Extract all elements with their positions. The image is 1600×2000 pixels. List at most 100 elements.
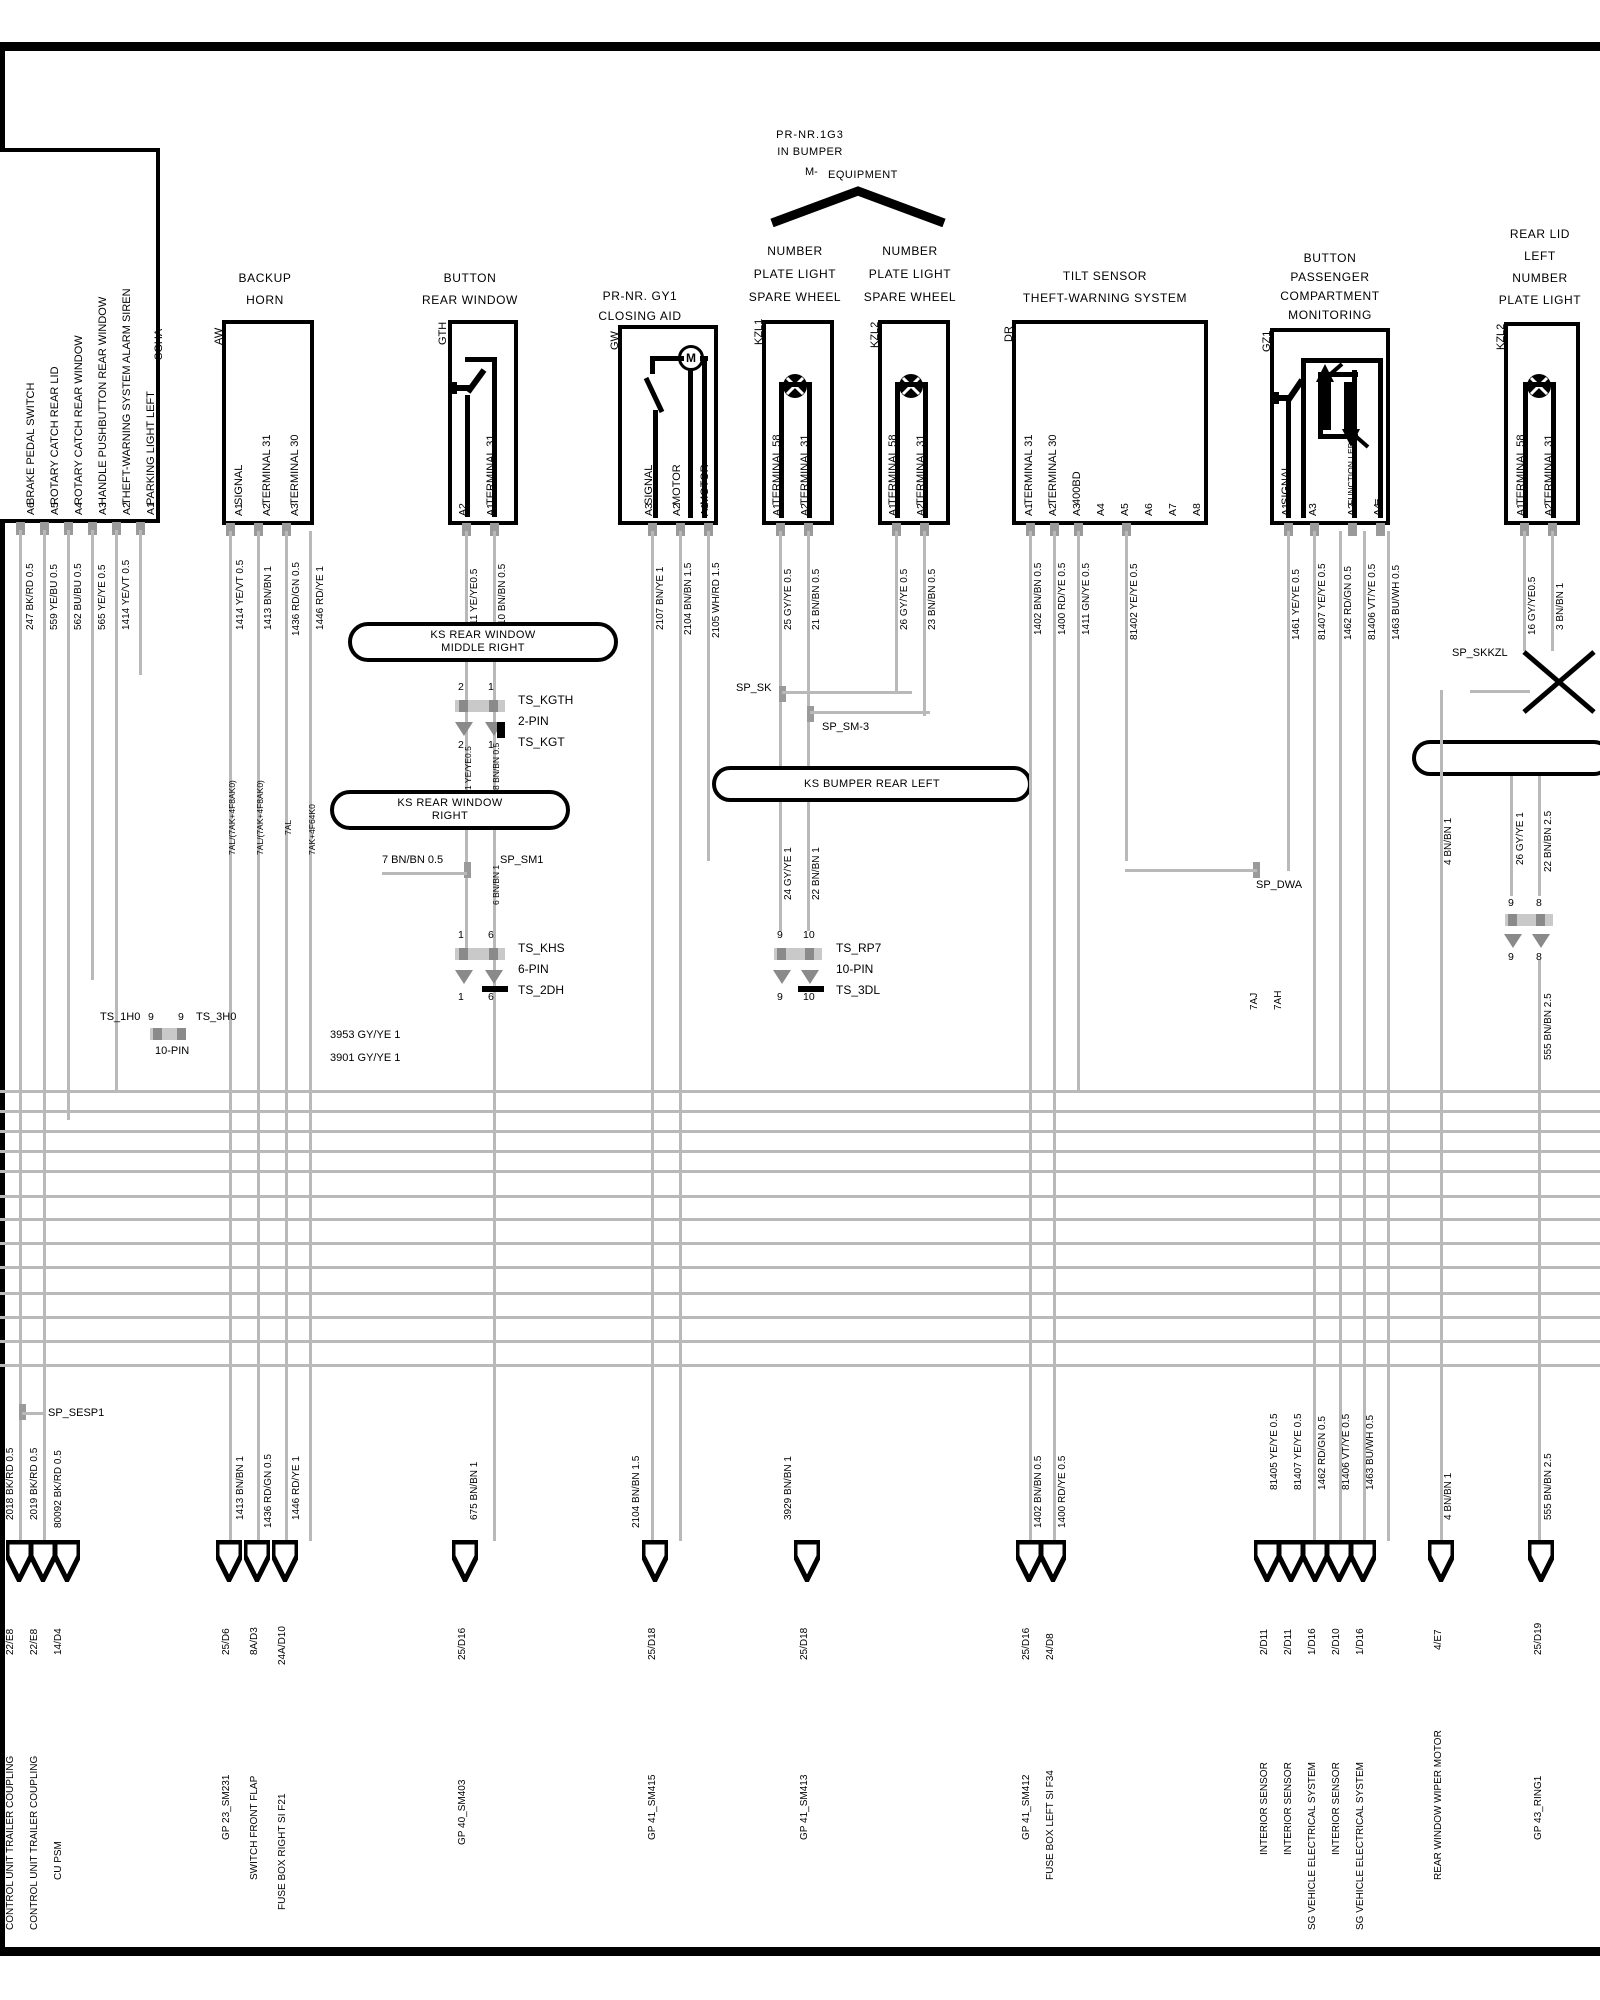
component-sgha[interactable] bbox=[0, 148, 160, 523]
component-gth[interactable] bbox=[448, 320, 518, 525]
bus-line-2 bbox=[0, 1110, 1600, 1113]
dest-name-4: SWITCH FRONT FLAP bbox=[249, 1775, 260, 1880]
ts-1h0-pin-sym bbox=[153, 1028, 162, 1040]
ts-2dh-bottom-pin-1: 1 bbox=[458, 991, 464, 1003]
splice-sp-dwa-label: SP_DWA bbox=[1256, 879, 1303, 891]
component-kzl2b[interactable] bbox=[1504, 322, 1580, 525]
kzl2b-stub-a1 bbox=[1520, 523, 1529, 536]
wire-gz1-a3 bbox=[1313, 531, 1316, 1541]
kzl2a-pin-A2: A2 bbox=[915, 503, 927, 516]
wire-label-21: 21 BN/BN 0.5 bbox=[811, 568, 822, 630]
gw-stub-a2 bbox=[676, 523, 685, 536]
ts-rp7-pin-9 bbox=[777, 948, 786, 960]
wire-label-1414b: 1414 YE/VT 0.5 bbox=[235, 559, 246, 630]
ts-1h0-pin: 9 bbox=[148, 1011, 154, 1023]
wire-label-1446: 1446 RD/YE 1 bbox=[315, 566, 326, 630]
dest-arrow-16 bbox=[1428, 1540, 1454, 1582]
kzl1-title-line2: PLATE LIGHT bbox=[753, 267, 837, 281]
dest-name-9: GP 41_SM412 bbox=[1021, 1774, 1032, 1840]
gz1-pin-A1: A1 bbox=[1280, 503, 1292, 516]
splice-sp-sm3 bbox=[807, 706, 814, 722]
dest-grid-13: 1/D16 bbox=[1307, 1628, 1318, 1655]
component-kzl1[interactable] bbox=[762, 320, 834, 525]
sgha-pin-A3-label: HANDLE PUSHBUTTON REAR WINDOW bbox=[97, 296, 109, 505]
dest-name-6: GP 40_SM403 bbox=[457, 1779, 468, 1845]
wire-gw-a1 bbox=[707, 531, 710, 861]
gz1-led-body-2 bbox=[1344, 382, 1357, 430]
wire-sgha-a6 bbox=[19, 530, 22, 1540]
wire-sp-dwa-branch bbox=[1125, 869, 1257, 872]
gz1-led-bracket-left bbox=[1318, 372, 1323, 439]
harness-ks-rear-window-right: KS REAR WINDOW RIGHT bbox=[330, 790, 570, 830]
kzl1-title-line1: NUMBER bbox=[767, 244, 823, 258]
wire-crossing-icon bbox=[1522, 650, 1596, 714]
wire-label-1463: 1463 BU/WH 0.5 bbox=[1391, 564, 1402, 640]
wire-gw-a2 bbox=[679, 531, 682, 1541]
aw-stub-a2 bbox=[254, 523, 263, 536]
gz1-switch-icon bbox=[1273, 378, 1305, 404]
wire-label-1411: 1411 GN/YE 0.5 bbox=[1081, 562, 1092, 635]
wire-sgha-a1 bbox=[139, 530, 142, 675]
sgha-pin-A4-label: ROTARY CATCH REAR WINDOW bbox=[73, 335, 85, 505]
ts-right-top-pin-9: 9 bbox=[1508, 897, 1514, 909]
kzl2b-pin-A2-label: TERMINAL 31 bbox=[1543, 434, 1555, 505]
kzl1-stub-a2 bbox=[804, 523, 813, 536]
kzl2b-pin-A1-label: TERMINAL 58 bbox=[1515, 434, 1527, 505]
dest-wire-4: 1436 RD/GN 0.5 bbox=[263, 1454, 274, 1528]
wire-label-81407: 81407 YE/YE 0.5 bbox=[1317, 563, 1328, 640]
gw-internal-rail-a2 bbox=[688, 368, 693, 518]
dest-arrow-11 bbox=[1254, 1540, 1280, 1582]
wire-gth-a1 bbox=[493, 531, 496, 1541]
dest-grid-6: 25/D16 bbox=[457, 1627, 468, 1660]
label-7-bnbn: 7 BN/BN 0.5 bbox=[382, 854, 444, 866]
sgha-stub-a2 bbox=[112, 522, 121, 535]
aw-pin-A2-label: TERMINAL 31 bbox=[261, 434, 273, 505]
wire-label-247: 247 BK/RD 0.5 bbox=[25, 563, 36, 630]
ts-kgth-pincount: 2-PIN bbox=[518, 714, 549, 728]
wire-right-4 bbox=[1538, 960, 1541, 1540]
dest-wire-16: 4 BN/BN 1 bbox=[1443, 1472, 1454, 1520]
dest-grid-9: 25/D16 bbox=[1021, 1627, 1032, 1660]
bus-line-3 bbox=[0, 1130, 1600, 1133]
wire-label-2104: 2104 BN/BN 1.5 bbox=[683, 562, 694, 635]
wire-dr-a5 bbox=[1125, 531, 1128, 861]
splice-sp-sm1-label: SP_SM1 bbox=[500, 854, 544, 866]
dest-wire-1: 2019 BK/RD 0.5 bbox=[29, 1447, 40, 1520]
wire-label-1461: 1461 YE/YE 0.5 bbox=[1291, 569, 1302, 640]
component-aw[interactable] bbox=[222, 320, 314, 525]
harness-ks-rear-window-middle-right: KS REAR WINDOW MIDDLE RIGHT bbox=[348, 622, 618, 662]
dest-grid-12: 2/D11 bbox=[1283, 1629, 1294, 1655]
ts-kgt-mate: TS_KGT bbox=[518, 735, 565, 749]
ts-khs-top-pin-1: 1 bbox=[458, 929, 464, 941]
kzl2b-rail-a1 bbox=[1523, 382, 1528, 518]
mid-label-3901: 3901 GY/YE 1 bbox=[330, 1052, 401, 1064]
mid-label-7ak: 7AK+4F64K0 bbox=[307, 804, 317, 855]
component-dr[interactable] bbox=[1012, 320, 1208, 525]
dest-grid-7: 25/D18 bbox=[647, 1627, 658, 1660]
mid-label-3953: 3953 GY/YE 1 bbox=[330, 1029, 401, 1041]
ts-rp7-pincount: 10-PIN bbox=[836, 962, 874, 976]
kzl1-title-line3: SPARE WHEEL bbox=[748, 290, 842, 304]
splice-sp-sm1 bbox=[464, 862, 471, 878]
dest-name-7: GP 41_SM415 bbox=[647, 1774, 658, 1840]
sgha-pin-A5: A5 bbox=[49, 502, 61, 515]
gth-pin-A2: A2 bbox=[457, 503, 469, 516]
kzl2b-title-line1: REAR LID bbox=[1509, 227, 1571, 241]
ts-khs-pin-1 bbox=[459, 948, 468, 960]
dest-wire-8: 3929 BN/BN 1 bbox=[783, 1456, 794, 1520]
kzl2a-rail-a2 bbox=[923, 382, 928, 518]
wire-gth-a2 bbox=[465, 531, 468, 951]
component-kzl2a[interactable] bbox=[878, 320, 950, 525]
dest-name-8: GP 41_SM413 bbox=[799, 1774, 810, 1840]
wire-aw-a2 bbox=[257, 531, 260, 1541]
dest-wire-2: 80092 BK/RD 0.5 bbox=[53, 1450, 64, 1528]
page-border-left bbox=[0, 42, 5, 1956]
wire-aw-a1 bbox=[229, 531, 232, 1541]
gw-title-line1: PR-NR. GY1 bbox=[602, 289, 678, 303]
dest-name-17: GP 43_RING1 bbox=[1533, 1775, 1544, 1840]
wire-label-562: 562 BU/BU 0.5 bbox=[73, 563, 84, 630]
mid-label-24gyye: 24 GY/YE 1 bbox=[783, 847, 794, 900]
gz1-led-bracket-bottom bbox=[1318, 434, 1358, 439]
gz1-pin-A4: A4 bbox=[1372, 503, 1384, 516]
